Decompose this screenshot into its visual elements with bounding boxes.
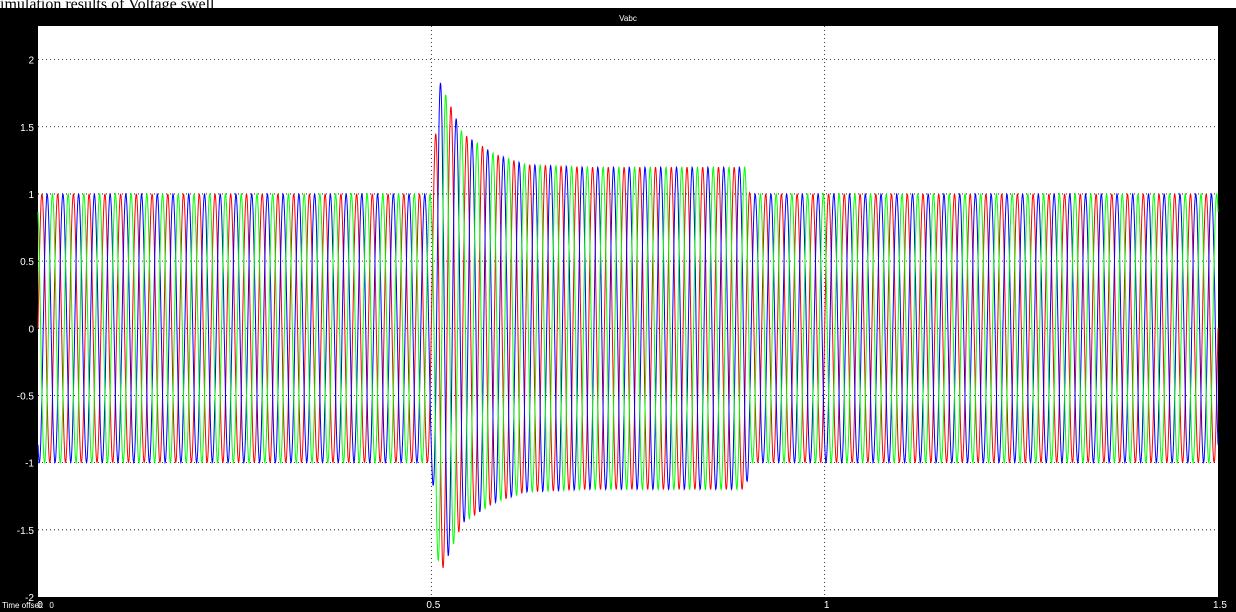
y-tick-label: 0.5 <box>20 257 34 268</box>
scope-window: Vabc 0 0.5 1 1.5 -2 -1.5 -1 -0.5 0 0.5 1 1.5 2 Time … <box>0 8 1236 612</box>
y-tick-label: -0.5 <box>17 391 35 402</box>
y-tick-label: -1 <box>25 459 34 470</box>
vabc-chart: Vabc 0 0.5 1 1.5 -2 -1.5 -1 -0.5 0 0.5 1 1.5 2 <box>17 14 1228 611</box>
time-offset-value: 0 <box>49 601 54 610</box>
y-tick-label: 1.5 <box>20 123 34 134</box>
tick-labels: 0 0.5 1 1.5 -2 -1.5 -1 -0.5 0 0.5 1 1.5 2 <box>17 56 1228 611</box>
series-line-1 <box>37 106 1219 568</box>
y-tick-label: 0 <box>28 324 34 335</box>
y-tick-label: 1 <box>28 190 34 201</box>
series-line-2 <box>37 82 1219 557</box>
x-tick-label: 0 <box>37 600 43 611</box>
time-offset-readout: Time offset: 0 <box>2 601 60 610</box>
time-offset-label: Time offset: <box>2 601 44 610</box>
y-tick-label: -1.5 <box>17 526 35 537</box>
y-tick-label: 2 <box>28 56 34 67</box>
series-line-3 <box>37 94 1219 563</box>
x-tick-label: 0.5 <box>426 600 440 611</box>
chart-title: Vabc <box>619 14 637 23</box>
x-tick-label: 1 <box>824 600 830 611</box>
series-layer <box>37 82 1219 568</box>
y-tick-label: -2 <box>25 593 34 604</box>
x-tick-label: 1.5 <box>1213 600 1227 611</box>
